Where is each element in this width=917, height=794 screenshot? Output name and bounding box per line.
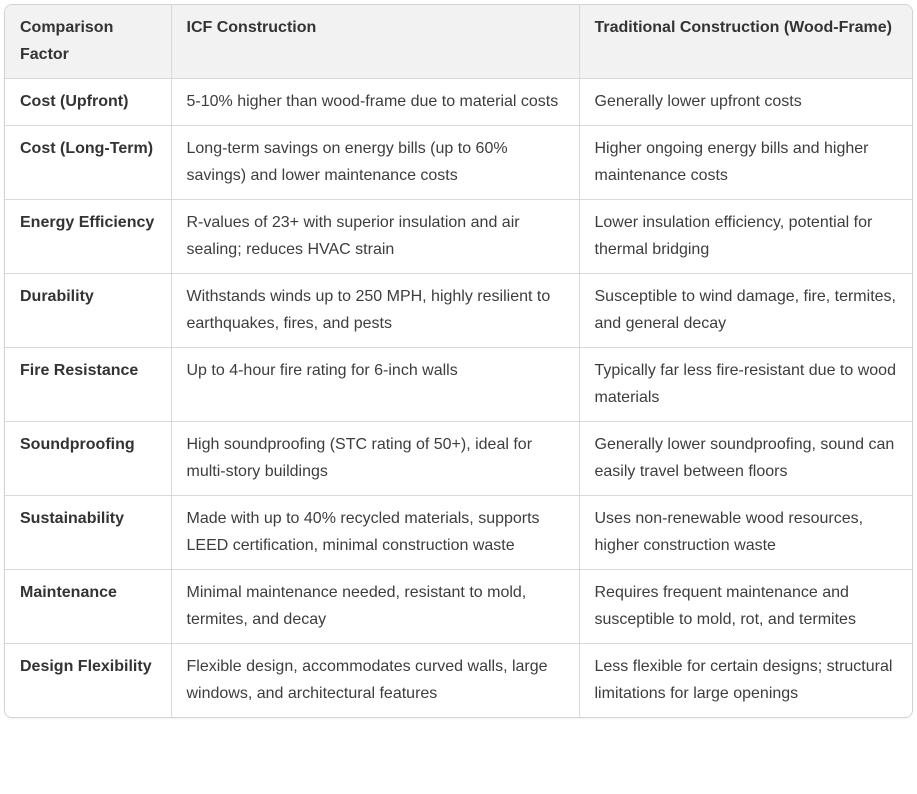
icf-cell: Made with up to 40% recycled materials, … bbox=[170, 495, 579, 570]
traditional-cell: Requires frequent maintenance and suscep… bbox=[578, 569, 912, 644]
table-row-durability: Durability Withstands winds up to 250 MP… bbox=[5, 273, 912, 348]
traditional-cell: Lower insulation efficiency, potential f… bbox=[578, 199, 912, 274]
icf-cell: High soundproofing (STC rating of 50+), … bbox=[170, 421, 579, 496]
traditional-cell: Typically far less fire-resistant due to… bbox=[578, 347, 912, 422]
factor-cell: Durability bbox=[5, 273, 171, 348]
table-row-cost-upfront: Cost (Upfront) 5-10% higher than wood-fr… bbox=[5, 78, 912, 126]
table-row-energy-efficiency: Energy Efficiency R-values of 23+ with s… bbox=[5, 199, 912, 274]
traditional-cell: Uses non-renewable wood resources, highe… bbox=[578, 495, 912, 570]
table-row-cost-long-term: Cost (Long-Term) Long-term savings on en… bbox=[5, 125, 912, 200]
factor-cell: Fire Resistance bbox=[5, 347, 171, 422]
icf-cell: Flexible design, accommodates curved wal… bbox=[170, 643, 579, 717]
icf-cell: Withstands winds up to 250 MPH, highly r… bbox=[170, 273, 579, 348]
table-row-design-flexibility: Design Flexibility Flexible design, acco… bbox=[5, 643, 912, 717]
factor-cell: Sustainability bbox=[5, 495, 171, 570]
factor-cell: Cost (Long-Term) bbox=[5, 125, 171, 200]
factor-cell: Energy Efficiency bbox=[5, 199, 171, 274]
column-header-icf-construction: ICF Construction bbox=[170, 5, 579, 79]
table-row-sustainability: Sustainability Made with up to 40% recyc… bbox=[5, 495, 912, 570]
table-row-maintenance: Maintenance Minimal maintenance needed, … bbox=[5, 569, 912, 644]
icf-cell: Long-term savings on energy bills (up to… bbox=[170, 125, 579, 200]
column-header-traditional-construction: Traditional Construction (Wood-Frame) bbox=[578, 5, 912, 79]
traditional-cell: Susceptible to wind damage, fire, termit… bbox=[578, 273, 912, 348]
icf-cell: Minimal maintenance needed, resistant to… bbox=[170, 569, 579, 644]
traditional-cell: Less flexible for certain designs; struc… bbox=[578, 643, 912, 717]
traditional-cell: Generally lower soundproofing, sound can… bbox=[578, 421, 912, 496]
icf-cell: Up to 4-hour fire rating for 6-inch wall… bbox=[170, 347, 579, 422]
icf-cell: R-values of 23+ with superior insulation… bbox=[170, 199, 579, 274]
factor-cell: Cost (Upfront) bbox=[5, 78, 171, 126]
comparison-table: Comparison Factor ICF Construction Tradi… bbox=[4, 4, 913, 718]
factor-cell: Soundproofing bbox=[5, 421, 171, 496]
table-row-soundproofing: Soundproofing High soundproofing (STC ra… bbox=[5, 421, 912, 496]
header-row: Comparison Factor ICF Construction Tradi… bbox=[5, 5, 912, 79]
table-row-fire-resistance: Fire Resistance Up to 4-hour fire rating… bbox=[5, 347, 912, 422]
factor-cell: Maintenance bbox=[5, 569, 171, 644]
traditional-cell: Generally lower upfront costs bbox=[578, 78, 912, 126]
icf-cell: 5-10% higher than wood-frame due to mate… bbox=[170, 78, 579, 126]
column-header-comparison-factor: Comparison Factor bbox=[5, 5, 171, 79]
icf-vs-wood-frame-table: Comparison Factor ICF Construction Tradi… bbox=[5, 5, 912, 717]
traditional-cell: Higher ongoing energy bills and higher m… bbox=[578, 125, 912, 200]
factor-cell: Design Flexibility bbox=[5, 643, 171, 717]
